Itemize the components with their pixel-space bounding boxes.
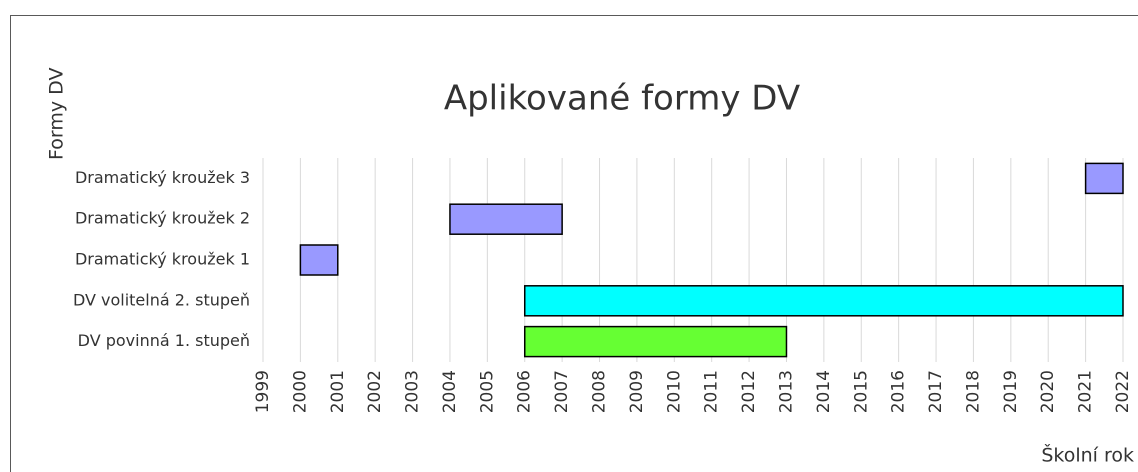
y-tick-label: Dramatický kroužek 3 bbox=[75, 168, 250, 187]
x-tick-label: 2019 bbox=[1001, 370, 1021, 413]
y-tick-label: Dramatický kroužek 2 bbox=[75, 209, 250, 228]
x-tick-label: 2004 bbox=[440, 370, 460, 413]
x-tick-label: 2002 bbox=[365, 370, 385, 413]
y-tick-label: DV povinná 1. stupeň bbox=[78, 331, 250, 350]
y-tick-label: DV volitelná 2. stupeň bbox=[73, 290, 250, 309]
x-tick-label: 2018 bbox=[963, 370, 983, 413]
x-tick-label: 2007 bbox=[552, 370, 572, 413]
x-tick-label: 2016 bbox=[889, 370, 909, 413]
x-tick-label: 2005 bbox=[477, 370, 497, 413]
chart-title: Aplikované formy DV bbox=[444, 79, 800, 119]
bar bbox=[523, 325, 788, 358]
bar bbox=[523, 285, 1124, 317]
x-tick-label: 2010 bbox=[664, 370, 684, 413]
x-tick-label: 2013 bbox=[776, 370, 796, 413]
x-tick-label: 2001 bbox=[328, 370, 348, 413]
x-tick-label: 2017 bbox=[926, 370, 946, 413]
x-tick-label: 1999 bbox=[253, 370, 273, 413]
x-tick-label: 2000 bbox=[290, 370, 310, 413]
x-tick-label: 2020 bbox=[1038, 370, 1058, 413]
y-axis-label: Formy DV bbox=[46, 68, 68, 160]
x-tick-label: 2014 bbox=[814, 370, 834, 413]
x-axis-label: Školní rok bbox=[1041, 443, 1134, 467]
x-tick-label: 2022 bbox=[1113, 370, 1133, 413]
x-tick-label: 2015 bbox=[851, 370, 871, 413]
y-tick-label: Dramatický kroužek 1 bbox=[75, 250, 250, 269]
x-tick-label: 2009 bbox=[627, 370, 647, 413]
bar bbox=[299, 244, 339, 276]
x-tick-label: 2021 bbox=[1076, 370, 1096, 413]
x-tick-label: 2008 bbox=[590, 370, 610, 413]
x-tick-label: 2003 bbox=[403, 370, 423, 413]
x-tick-label: 2006 bbox=[515, 370, 535, 413]
chart-border bbox=[10, 15, 1138, 472]
bar bbox=[1084, 162, 1124, 195]
bar bbox=[449, 203, 563, 235]
x-tick-label: 2012 bbox=[739, 370, 759, 413]
x-tick-label: 2011 bbox=[702, 370, 722, 413]
